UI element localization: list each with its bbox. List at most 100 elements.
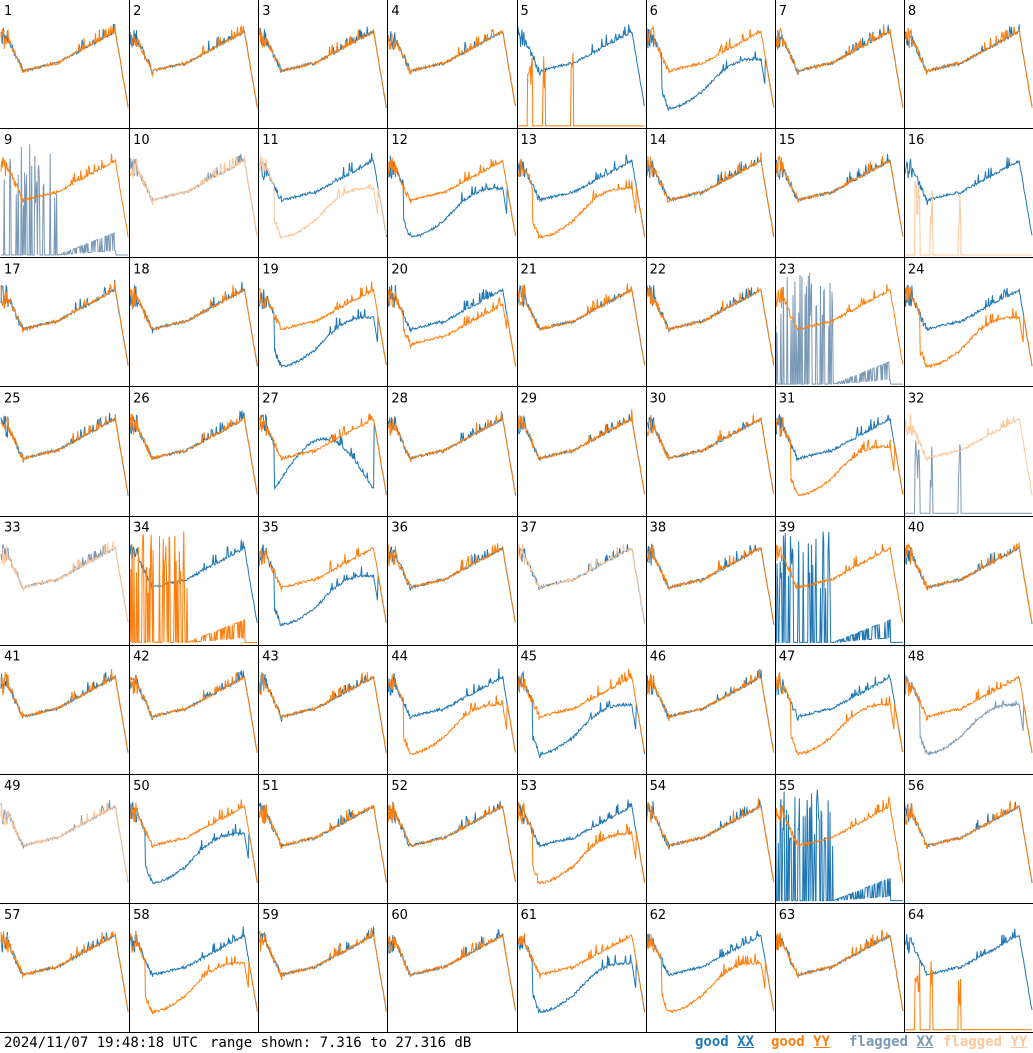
panel-20: 20	[387, 262, 516, 367]
series-yy-52	[387, 801, 516, 883]
legend-good-yy-word: good	[771, 1034, 805, 1050]
series-xx-3	[258, 26, 387, 108]
series-yy-9	[0, 153, 129, 237]
series-yy-57	[0, 930, 129, 1013]
panel-label-21: 21	[521, 262, 538, 277]
panel-label-45: 45	[521, 650, 538, 665]
series-xx-9	[1, 144, 129, 256]
panel-15: 15	[775, 133, 904, 237]
series-yy-2	[129, 25, 258, 109]
panel-18: 18	[129, 262, 258, 367]
series-yy-20	[387, 289, 516, 367]
series-yy-12	[387, 157, 516, 237]
panel-label-50: 50	[133, 779, 150, 794]
panel-label-4: 4	[391, 4, 399, 19]
panel-label-35: 35	[262, 521, 279, 536]
series-yy-41	[0, 669, 129, 753]
panel-label-7: 7	[779, 4, 787, 19]
panel-label-58: 58	[133, 908, 150, 923]
series-xx-48	[904, 673, 1033, 757]
series-xx-57	[0, 932, 129, 1012]
panel-46: 46	[646, 650, 775, 753]
series-xx-43	[258, 673, 387, 752]
panel-59: 59	[258, 908, 387, 1012]
panel-42: 42	[129, 650, 258, 753]
panel-label-44: 44	[391, 650, 408, 665]
series-xx-61	[517, 936, 646, 1014]
panel-10: 10	[129, 133, 258, 237]
series-yy-14	[646, 152, 775, 238]
panel-label-54: 54	[650, 779, 667, 794]
series-xx-64	[904, 928, 1033, 1010]
panel-29: 29	[517, 391, 646, 495]
series-xx-35	[258, 544, 387, 627]
series-xx-40	[904, 544, 1033, 624]
series-yy-18	[129, 284, 258, 365]
series-xx-14	[646, 156, 775, 237]
panel-label-57: 57	[4, 908, 21, 923]
panel-19: 19	[258, 262, 387, 368]
panel-14: 14	[646, 133, 775, 238]
panel-44: 44	[387, 650, 516, 756]
panel-label-25: 25	[4, 391, 21, 406]
panel-62: 62	[646, 908, 775, 1014]
series-xx-12	[387, 155, 516, 238]
panel-label-5: 5	[521, 4, 529, 19]
series-xx-51	[258, 802, 387, 883]
panel-label-30: 30	[650, 391, 667, 406]
series-yy-38	[646, 544, 775, 623]
series-xx-20	[387, 284, 516, 366]
panel-11: 11	[258, 133, 387, 240]
legend-flagged-xx-word: flagged	[849, 1034, 909, 1050]
panel-label-59: 59	[262, 908, 279, 923]
panel-2: 2	[129, 4, 258, 109]
series-yy-27	[258, 413, 387, 496]
series-yy-43	[258, 671, 387, 754]
panel-49: 49	[0, 779, 129, 883]
legend-good-xx-word: good	[695, 1034, 729, 1050]
panel-45: 45	[517, 650, 646, 759]
series-xx-32	[904, 440, 1032, 514]
panel-label-37: 37	[521, 521, 538, 536]
panel-label-52: 52	[391, 779, 408, 794]
series-xx-5	[517, 24, 646, 107]
panel-label-31: 31	[779, 391, 796, 406]
series-xx-34	[129, 539, 258, 623]
panel-32: 32	[904, 391, 1033, 514]
series-yy-46	[646, 668, 775, 753]
legend-good-xx-pol: XX	[737, 1034, 755, 1050]
panel-label-26: 26	[133, 391, 150, 406]
panel-label-60: 60	[391, 908, 408, 923]
panel-61: 61	[517, 908, 646, 1014]
series-yy-29	[517, 408, 646, 494]
series-xx-31	[775, 413, 904, 495]
panel-31: 31	[775, 391, 904, 497]
legend-flagged-yy-pol: YY	[1010, 1034, 1028, 1050]
series-xx-55	[775, 789, 903, 902]
series-yy-11	[258, 155, 387, 240]
panel-label-12: 12	[391, 133, 408, 148]
panel-label-11: 11	[262, 133, 279, 148]
panel-33: 33	[0, 521, 129, 624]
panel-label-40: 40	[908, 521, 925, 536]
panel-label-36: 36	[391, 521, 408, 536]
series-yy-48	[904, 675, 1033, 754]
series-xx-28	[387, 413, 516, 496]
panel-label-42: 42	[133, 650, 150, 665]
series-yy-60	[387, 933, 516, 1011]
panel-37: 37	[517, 521, 646, 625]
series-yy-5	[517, 52, 645, 127]
panel-47: 47	[775, 650, 904, 757]
panel-label-49: 49	[4, 779, 21, 794]
panel-16: 16	[904, 133, 1033, 256]
series-xx-39	[775, 531, 903, 644]
panel-38: 38	[646, 521, 775, 625]
series-yy-53	[517, 801, 646, 885]
series-xx-27	[259, 414, 387, 495]
panel-label-48: 48	[908, 650, 925, 665]
panel-label-41: 41	[4, 650, 21, 665]
series-yy-32	[904, 413, 1033, 496]
series-yy-24	[904, 286, 1033, 369]
panel-54: 54	[646, 779, 775, 883]
series-yy-21	[517, 283, 646, 366]
